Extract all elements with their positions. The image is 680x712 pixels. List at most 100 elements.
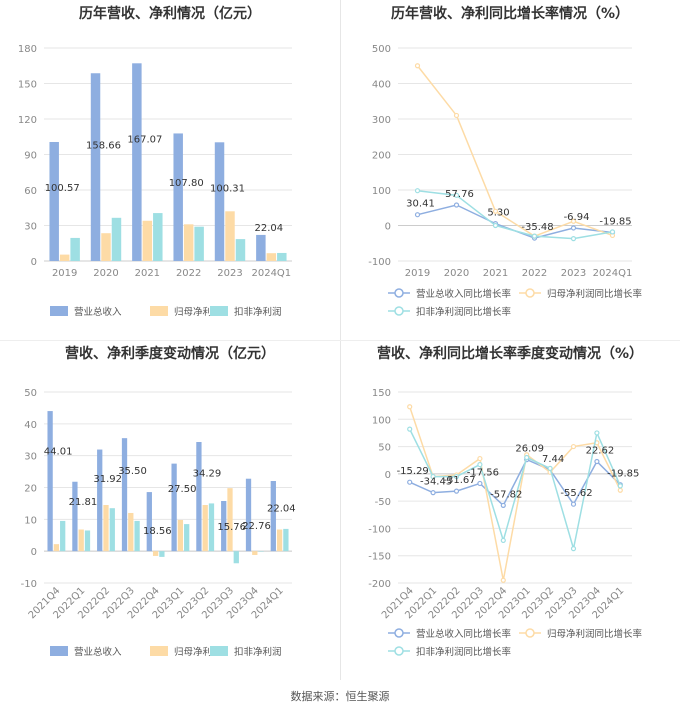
horizontal-divider — [0, 340, 680, 341]
bar — [146, 492, 152, 552]
series-line — [409, 428, 621, 549]
bar — [132, 63, 142, 261]
legend-swatch-dot — [394, 288, 404, 298]
legend-swatch-dot — [525, 628, 535, 638]
series-point — [500, 502, 506, 509]
series-point — [407, 404, 413, 410]
series-point — [570, 501, 577, 507]
data-label: 15.76 — [217, 522, 246, 533]
series-line — [416, 65, 613, 237]
y-tick-label: 50 — [378, 443, 391, 454]
y-tick-label: 500 — [372, 44, 391, 55]
data-label: -19.85 — [607, 469, 639, 480]
bar — [171, 463, 177, 552]
series-point — [453, 488, 460, 494]
series-point — [407, 479, 413, 485]
legend-swatch-dot — [525, 288, 535, 298]
chart-title: 营收、净利季度变动情况（亿元） — [65, 345, 275, 362]
data-label: -15.29 — [397, 466, 429, 477]
series-point — [500, 537, 506, 544]
bar — [196, 442, 202, 552]
bar — [233, 551, 239, 564]
legend-label: 扣非净利润 — [234, 306, 282, 318]
series-point — [430, 490, 436, 496]
bar — [177, 519, 184, 552]
y-tick-label: 0 — [31, 257, 37, 268]
legend-swatch — [210, 646, 228, 656]
bar — [277, 252, 287, 261]
bar — [221, 500, 227, 552]
bar — [276, 529, 283, 552]
legend-label: 营业总收入同比增长率 — [416, 628, 512, 640]
data-label: 44.01 — [44, 446, 73, 457]
data-label: 22.76 — [242, 521, 271, 532]
y-tick-label: 0 — [31, 547, 37, 558]
bar — [101, 233, 111, 261]
bar — [214, 142, 225, 261]
bar — [266, 253, 277, 261]
x-tick-label: 2019 — [52, 268, 77, 279]
series-point — [570, 546, 577, 552]
bar — [184, 524, 190, 552]
bar — [97, 449, 103, 552]
bar — [152, 551, 159, 556]
series-point — [570, 218, 577, 224]
y-tick-label: 20 — [24, 484, 37, 495]
data-label: -57.82 — [490, 489, 522, 500]
series-point — [407, 426, 413, 432]
data-label: 18.56 — [143, 526, 172, 537]
legend-label: 扣非净利润同比增长率 — [416, 306, 512, 318]
data-label: -31.67 — [443, 475, 475, 486]
legend-swatch — [150, 646, 168, 656]
bar — [84, 530, 91, 552]
series-point — [594, 430, 600, 436]
series-point — [453, 202, 460, 208]
legend-swatch — [50, 306, 68, 316]
bar — [103, 505, 109, 552]
legend-label: 归母净利润同比增长率 — [547, 628, 643, 640]
bar — [283, 528, 289, 552]
series-point — [617, 487, 623, 493]
y-tick-label: -50 — [375, 497, 391, 508]
bar — [53, 544, 60, 552]
bar — [256, 234, 266, 261]
data-label: 5.30 — [487, 208, 509, 219]
y-tick-label: -10 — [21, 579, 37, 590]
series-point — [500, 577, 506, 583]
y-tick-label: 30 — [24, 452, 37, 463]
data-label: 57.76 — [445, 189, 474, 200]
y-tick-label: 180 — [18, 44, 37, 55]
legend-label: 归母净利润同比增长率 — [547, 288, 643, 300]
y-tick-label: -100 — [368, 257, 391, 268]
series-point — [492, 222, 499, 229]
legend-label: 扣非净利润 — [234, 646, 282, 658]
data-source: 数据来源：恒生聚源 — [290, 690, 390, 703]
data-label: -35.48 — [521, 222, 553, 233]
series-point — [453, 473, 460, 480]
bar — [252, 551, 258, 555]
series-point — [430, 473, 436, 480]
y-tick-label: 60 — [24, 186, 37, 197]
bar — [109, 508, 115, 552]
data-label: 26.09 — [515, 444, 544, 455]
data-label: 100.57 — [45, 183, 80, 194]
legend-label: 扣非净利润同比增长率 — [416, 646, 512, 658]
chart-quarterly-growth-rate: 营收、净利同比增长率季度变动情况（%） -200 -150 -100 -50 0 50 100… — [368, 345, 643, 658]
data-label: 107.80 — [169, 178, 204, 189]
bar — [159, 551, 165, 557]
y-tick-label: 100 — [372, 186, 391, 197]
data-label: 35.50 — [118, 466, 147, 477]
series-point — [617, 483, 623, 489]
series-point — [547, 465, 553, 471]
series-point — [453, 112, 460, 119]
x-tick-label: 2019 — [405, 268, 430, 279]
y-tick-label: 150 — [18, 80, 37, 91]
x-tick-label: 2021 — [483, 268, 508, 279]
legend-swatch — [50, 646, 68, 656]
data-label: 27.50 — [168, 484, 197, 495]
bar — [49, 141, 59, 261]
series-point — [477, 461, 483, 468]
series-point — [477, 455, 483, 462]
series-point — [492, 208, 499, 214]
chart-annual-growth-rate: 历年营收、净利同比增长率情况（%） -100 0 100 200 300 400 500 201… — [368, 5, 643, 318]
